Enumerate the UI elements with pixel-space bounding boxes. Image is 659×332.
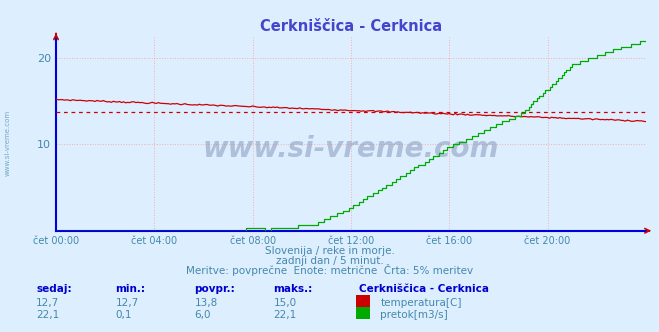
Text: www.si-vreme.com: www.si-vreme.com [203,135,499,163]
Text: 22,1: 22,1 [273,310,297,320]
Text: 13,8: 13,8 [194,298,217,308]
Text: Cerkniščica - Cerknica: Cerkniščica - Cerknica [359,284,489,294]
Text: pretok[m3/s]: pretok[m3/s] [380,310,448,320]
Text: Slovenija / reke in morje.: Slovenija / reke in morje. [264,246,395,256]
Text: sedaj:: sedaj: [36,284,72,294]
Text: temperatura[C]: temperatura[C] [380,298,462,308]
Text: 6,0: 6,0 [194,310,211,320]
Text: www.si-vreme.com: www.si-vreme.com [5,110,11,176]
Title: Cerkniščica - Cerknica: Cerkniščica - Cerknica [260,19,442,34]
Text: Meritve: povprečne  Enote: metrične  Črta: 5% meritev: Meritve: povprečne Enote: metrične Črta:… [186,264,473,276]
Text: povpr.:: povpr.: [194,284,235,294]
Text: maks.:: maks.: [273,284,313,294]
Text: 12,7: 12,7 [115,298,138,308]
Text: 22,1: 22,1 [36,310,59,320]
Text: 12,7: 12,7 [36,298,59,308]
Text: 15,0: 15,0 [273,298,297,308]
Text: zadnji dan / 5 minut.: zadnji dan / 5 minut. [275,256,384,266]
Text: 0,1: 0,1 [115,310,132,320]
Text: min.:: min.: [115,284,146,294]
